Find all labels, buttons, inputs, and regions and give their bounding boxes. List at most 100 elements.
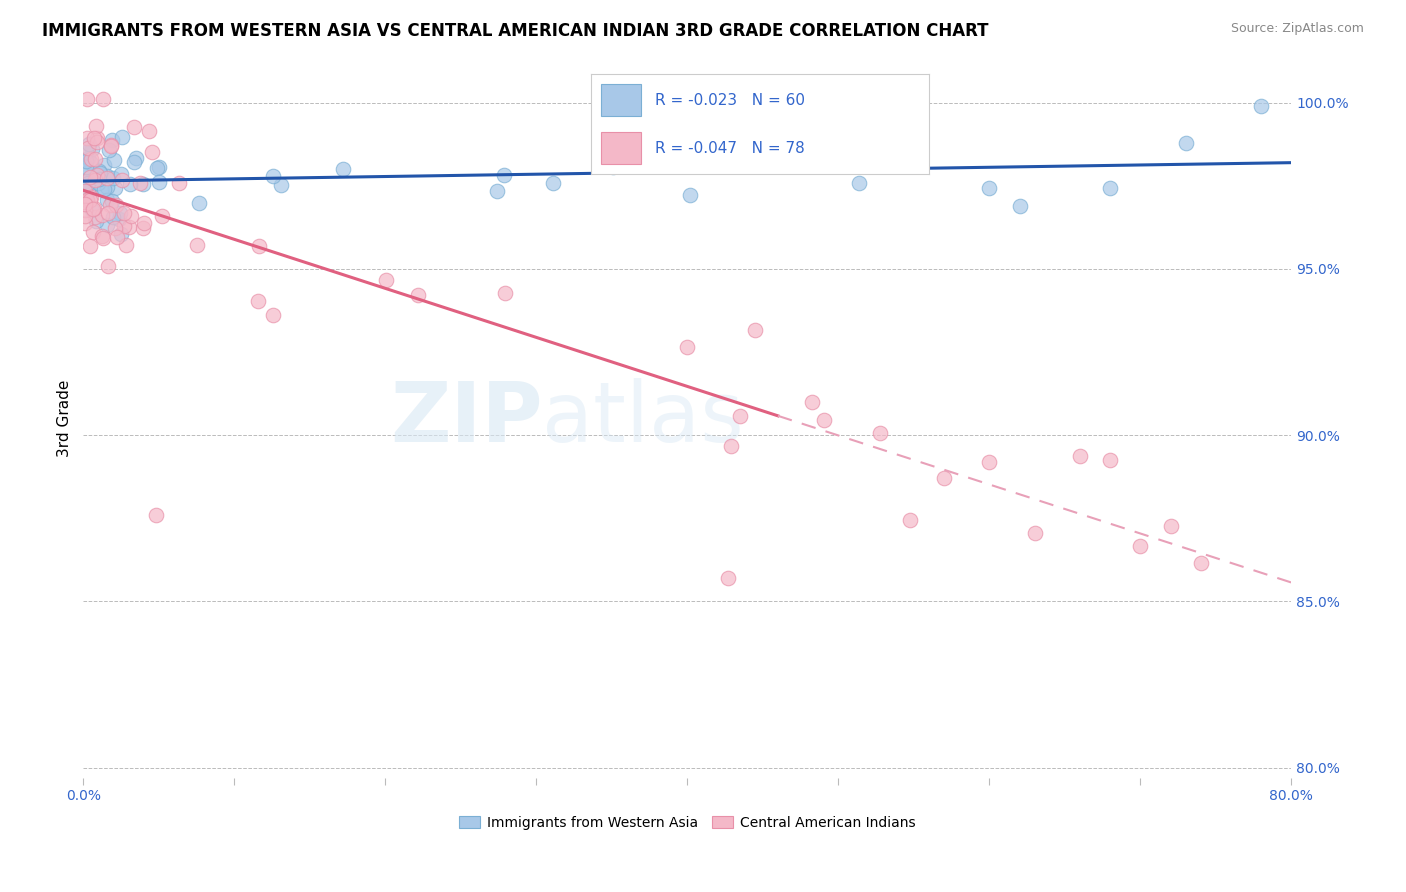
- Point: [1129, 539, 1152, 553]
- Point: [83, 201, 105, 215]
- Point: [150, 209, 173, 223]
- Point: [76, 176, 98, 190]
- Point: [332, 162, 354, 177]
- Point: [602, 160, 624, 174]
- Point: [1174, 136, 1197, 150]
- Point: [486, 184, 509, 198]
- Point: [97, 206, 120, 220]
- Point: [77, 140, 100, 154]
- Point: [247, 239, 270, 253]
- Point: [115, 237, 138, 252]
- Point: [148, 175, 170, 189]
- Legend: Immigrants from Western Asia, Central American Indians: Immigrants from Western Asia, Central Am…: [454, 810, 921, 835]
- Point: [107, 211, 129, 226]
- Point: [77, 152, 100, 166]
- Point: [1250, 99, 1272, 113]
- Text: IMMIGRANTS FROM WESTERN ASIA VS CENTRAL AMERICAN INDIAN 3RD GRADE CORRELATION CH: IMMIGRANTS FROM WESTERN ASIA VS CENTRAL …: [42, 22, 988, 40]
- Point: [73, 197, 96, 211]
- Point: [494, 168, 516, 182]
- Point: [76, 93, 98, 107]
- Point: [717, 571, 740, 585]
- Point: [720, 438, 742, 452]
- Point: [100, 138, 122, 153]
- Point: [124, 155, 146, 169]
- Point: [117, 220, 139, 235]
- Text: Source: ZipAtlas.com: Source: ZipAtlas.com: [1230, 22, 1364, 36]
- Point: [103, 153, 125, 167]
- Point: [93, 182, 115, 196]
- Point: [186, 238, 208, 252]
- Point: [79, 170, 101, 185]
- Point: [80, 203, 103, 218]
- Point: [146, 161, 169, 176]
- Point: [97, 143, 120, 157]
- Point: [1189, 556, 1212, 570]
- Point: [112, 206, 135, 220]
- Point: [73, 202, 96, 217]
- Point: [73, 209, 96, 223]
- Point: [120, 209, 142, 223]
- Point: [79, 193, 101, 207]
- Point: [86, 176, 108, 190]
- Point: [75, 193, 97, 207]
- Point: [110, 167, 132, 181]
- Point: [75, 153, 97, 168]
- Point: [83, 131, 105, 145]
- Point: [96, 180, 118, 194]
- Point: [141, 145, 163, 160]
- Point: [101, 133, 124, 147]
- Point: [112, 219, 135, 233]
- Point: [979, 455, 1001, 469]
- Point: [83, 210, 105, 224]
- Point: [98, 198, 121, 212]
- Point: [101, 170, 124, 185]
- Point: [813, 413, 835, 427]
- Point: [110, 227, 132, 241]
- Point: [132, 216, 155, 230]
- Point: [105, 198, 128, 212]
- Point: [1160, 519, 1182, 533]
- Point: [83, 173, 105, 187]
- Point: [80, 190, 103, 204]
- Point: [86, 135, 108, 149]
- Point: [75, 174, 97, 188]
- Point: [96, 169, 118, 183]
- Point: [869, 425, 891, 440]
- Point: [87, 164, 110, 178]
- Point: [406, 288, 429, 302]
- Point: [1069, 449, 1091, 463]
- Point: [89, 166, 111, 180]
- Point: [132, 177, 155, 191]
- Point: [75, 166, 97, 180]
- Y-axis label: 3rd Grade: 3rd Grade: [58, 380, 72, 458]
- Text: atlas: atlas: [543, 378, 744, 459]
- Point: [82, 202, 104, 216]
- Point: [91, 93, 114, 107]
- Point: [90, 229, 112, 244]
- Point: [76, 193, 98, 207]
- Point: [111, 130, 134, 145]
- Point: [262, 308, 284, 322]
- Point: [75, 184, 97, 198]
- Point: [125, 151, 148, 165]
- Point: [932, 471, 955, 485]
- Point: [77, 184, 100, 198]
- Point: [87, 172, 110, 186]
- Point: [90, 207, 112, 221]
- Point: [73, 217, 96, 231]
- Point: [82, 142, 104, 156]
- Point: [76, 130, 98, 145]
- Point: [96, 218, 118, 232]
- Point: [80, 156, 103, 170]
- Point: [83, 152, 105, 166]
- Point: [118, 178, 141, 192]
- Point: [96, 171, 118, 186]
- Point: [979, 181, 1001, 195]
- Point: [122, 120, 145, 135]
- Point: [73, 194, 96, 209]
- Point: [75, 161, 97, 175]
- Point: [79, 152, 101, 166]
- Point: [79, 239, 101, 253]
- Point: [91, 180, 114, 194]
- Point: [82, 225, 104, 239]
